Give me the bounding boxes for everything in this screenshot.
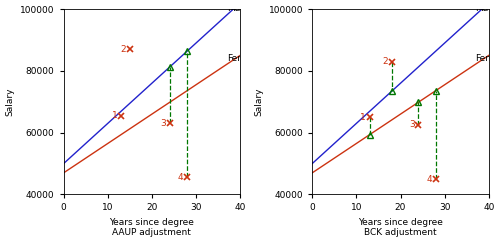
Text: 4: 4 <box>178 173 184 182</box>
Y-axis label: Salary: Salary <box>254 87 263 116</box>
X-axis label: Years since degree
BCK adjustment: Years since degree BCK adjustment <box>358 218 443 237</box>
X-axis label: Years since degree
AAUP adjustment: Years since degree AAUP adjustment <box>110 218 194 237</box>
Text: 3: 3 <box>409 121 414 130</box>
Text: Female: Female <box>476 54 500 63</box>
Text: 2: 2 <box>382 57 388 66</box>
Text: 1: 1 <box>360 113 366 122</box>
Text: 4: 4 <box>426 174 432 183</box>
Text: 3: 3 <box>160 119 166 128</box>
Text: 2: 2 <box>120 45 126 54</box>
Text: Female: Female <box>227 54 260 63</box>
Text: Male: Male <box>476 4 497 13</box>
Y-axis label: Salary: Salary <box>6 87 15 116</box>
Text: Male: Male <box>227 4 248 13</box>
Text: 1: 1 <box>112 111 117 120</box>
